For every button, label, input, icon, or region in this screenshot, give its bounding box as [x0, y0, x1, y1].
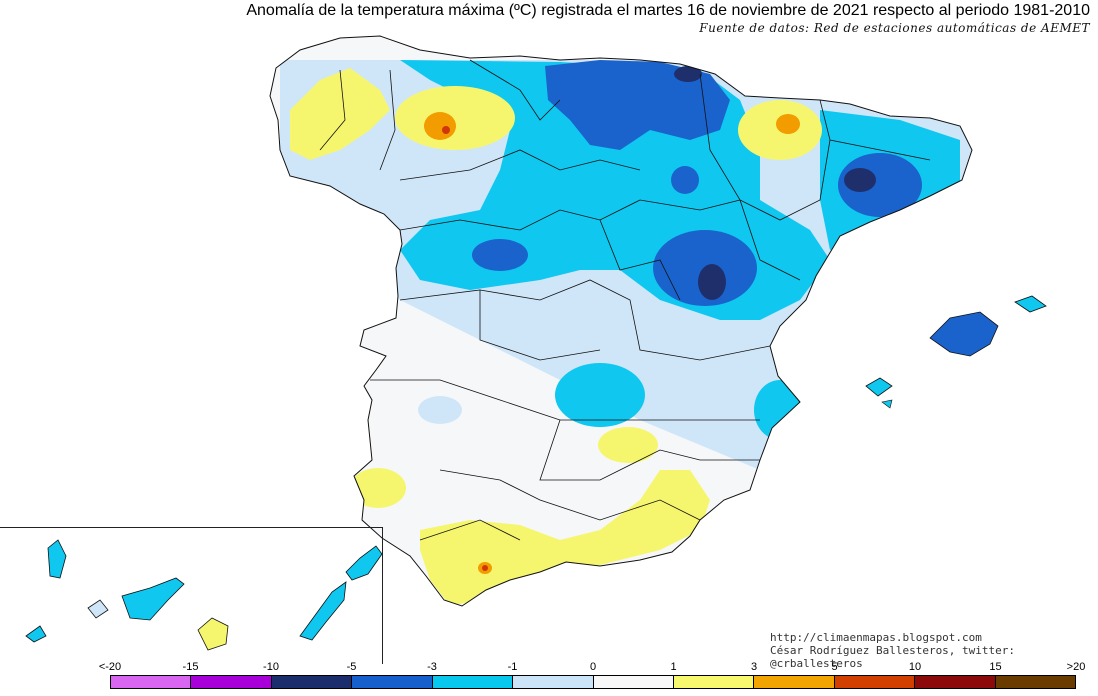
author-credit: César Rodríguez Ballesteros, twitter: @c…: [770, 644, 1016, 670]
legend-tick: 0: [589, 661, 597, 673]
blue-zone-basque-navarra: [545, 60, 730, 150]
yellow-zone-andalusia: [420, 470, 710, 606]
balearic-islands: [865, 295, 1047, 409]
el-hierro: [25, 625, 47, 643]
credits: http://climaenmapas.blogspot.com César R…: [770, 631, 1098, 670]
legend-swatch: [754, 676, 835, 688]
legend-swatch: [673, 676, 755, 688]
dark-blue-zone-navarra: [674, 66, 702, 82]
tenerife: [121, 577, 185, 621]
yellow-zone-asturias-leon: [395, 86, 515, 150]
blog-url[interactable]: http://climaenmapas.blogspot.com: [770, 631, 982, 644]
yellow-zone-jaen: [598, 427, 658, 463]
data-source-note: Fuente de datos: Red de estaciones autom…: [699, 21, 1090, 35]
legend-swatch: [191, 676, 272, 688]
legend-tick: -1: [507, 661, 518, 673]
legend-tick: <-20: [98, 661, 122, 673]
cyan-zone-valencia: [754, 380, 806, 440]
fuerteventura: [299, 581, 347, 641]
la-gomera: [87, 599, 109, 619]
legend-tick: 3: [750, 661, 758, 673]
canary-islands-inset-frame: [0, 527, 383, 664]
legend-swatch: [513, 676, 594, 688]
legend-swatch: [352, 676, 433, 688]
legend-tick: -5: [346, 661, 357, 673]
legend-swatch: [915, 676, 996, 688]
legend-tick: >20: [1066, 661, 1086, 673]
menorca: [1014, 295, 1047, 313]
legend-tick: 10: [908, 661, 922, 673]
legend-tick: 1: [670, 661, 677, 673]
cyan-zone-toledo: [418, 396, 462, 424]
la-palma: [47, 539, 67, 579]
legend-tick: -10: [263, 661, 279, 673]
legend-tick: -15: [182, 661, 199, 673]
canary-islands: [25, 539, 383, 651]
yellow-zone-huelva: [350, 468, 406, 508]
legend-tick: -3: [427, 661, 437, 673]
dark-blue-zone-lleida: [844, 168, 876, 192]
blue-zone-la-rioja: [671, 166, 699, 194]
orange-zone-huesca: [776, 114, 800, 134]
legend-tick: 5: [831, 661, 838, 673]
mainland-coastline: [269, 35, 973, 607]
legend-swatch: [432, 676, 514, 688]
ibiza: [865, 377, 893, 397]
blue-zone-duero: [472, 239, 528, 271]
province-borders: [319, 59, 931, 541]
dark-blue-zone-teruel: [698, 264, 726, 300]
legend-swatch: [995, 676, 1076, 688]
legend-tick-labels: <-20 -15 -10 -5 -3 -1 0 1 3 5 10 15 >20: [0, 661, 1098, 675]
orange-zone-leon: [424, 112, 456, 140]
red-spot-malaga: [482, 565, 488, 571]
legend-tick: 15: [989, 661, 1002, 673]
yellow-zone-galicia: [290, 68, 390, 160]
legend-swatch: [834, 676, 916, 688]
legend-swatch: [271, 676, 353, 688]
legend-swatch: [593, 676, 674, 688]
cyan-zone-central: [555, 363, 645, 427]
formentera: [881, 399, 893, 409]
map-title: Anomalía de la temperatura máxima (ºC) r…: [246, 2, 1090, 19]
gran-canaria: [197, 617, 229, 651]
legend-swatch: [111, 676, 192, 688]
red-spot-leon: [442, 126, 450, 134]
color-scale-legend: [110, 675, 1076, 689]
mallorca: [929, 311, 999, 357]
